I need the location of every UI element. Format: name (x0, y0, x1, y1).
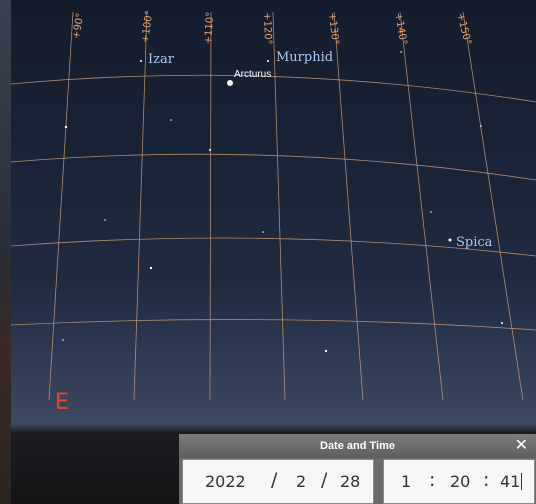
longitude-grid-lines (48, 11, 524, 401)
spica-star (448, 238, 452, 242)
izar-star (140, 60, 142, 62)
dialog-title: Date and Time (320, 440, 395, 452)
cardinal-direction-east: E (55, 390, 69, 415)
time-separator: : (483, 469, 490, 491)
altitude-grid-lines (11, 74, 536, 331)
text-cursor (521, 473, 523, 490)
star-label-spica[interactable]: Spica (456, 235, 493, 250)
second-input[interactable]: 41 (500, 472, 523, 491)
date-field[interactable]: 2022 / 2 / 28 (182, 459, 374, 504)
date-separator: / (271, 469, 278, 491)
date-separator: / (321, 469, 328, 491)
close-icon[interactable]: ✕ (514, 437, 528, 454)
time-field[interactable]: 1 : 20 : 41 (383, 459, 535, 504)
background-stars (62, 51, 503, 353)
time-separator: : (429, 469, 436, 491)
star-label-murphid[interactable]: Murphid (276, 50, 334, 65)
sky-background (11, 0, 536, 504)
longitude-label: +120° (261, 12, 274, 45)
dialog-titlebar[interactable]: Date and Time ✕ (179, 434, 536, 458)
sky-canvas (11, 0, 536, 504)
arcturus-star (227, 80, 233, 86)
year-input[interactable]: 2022 (205, 472, 246, 491)
sky-view[interactable]: +90° +100° +110° +120° +130° +140° +150°… (11, 0, 536, 504)
second-value: 41 (500, 472, 521, 491)
hour-input[interactable]: 1 (401, 472, 412, 491)
star-label-arcturus[interactable]: Arcturus (234, 69, 272, 80)
minute-input[interactable]: 20 (450, 472, 471, 491)
date-time-dialog: Date and Time ✕ 2022 / 2 / 28 1 : 20 : 4… (179, 434, 536, 504)
murphid-star (267, 60, 269, 62)
star-label-izar[interactable]: Izar (148, 52, 174, 67)
longitude-label: +110° (203, 11, 217, 45)
background-window-edge (0, 0, 11, 504)
day-input[interactable]: 28 (340, 472, 361, 491)
month-input[interactable]: 2 (296, 472, 307, 491)
